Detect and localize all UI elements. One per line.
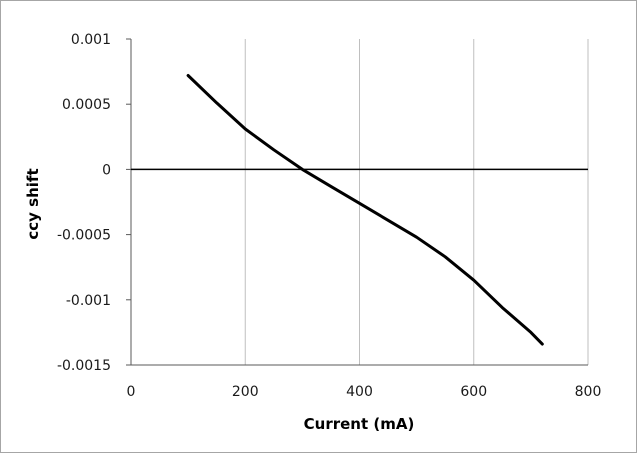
x-tick-label: 600 <box>460 384 487 400</box>
y-tick-label: 0.0005 <box>62 97 111 113</box>
y-tick-label: -0.0015 <box>57 358 111 374</box>
y-tick-label: 0.001 <box>71 32 111 48</box>
series-lines <box>186 74 544 346</box>
x-tick-labels: 0 200 400 600 800 <box>127 384 602 400</box>
y-axis-title: ccy shift <box>24 168 42 239</box>
y-tick-label: -0.001 <box>66 293 111 309</box>
axes <box>126 38 588 366</box>
series-line <box>186 74 544 346</box>
x-axis-title: Current (mA) <box>304 415 415 433</box>
gridlines <box>244 39 589 365</box>
x-tick-label: 200 <box>232 384 259 400</box>
y-tick-labels: 0.001 0.0005 0 -0.0005 -0.001 -0.0015 <box>57 32 111 374</box>
x-tick-label: 800 <box>575 384 602 400</box>
x-tick-label: 400 <box>346 384 373 400</box>
x-tick-label: 0 <box>127 384 136 400</box>
y-tick-label: -0.0005 <box>57 228 111 244</box>
y-tick-label: 0 <box>102 162 111 178</box>
